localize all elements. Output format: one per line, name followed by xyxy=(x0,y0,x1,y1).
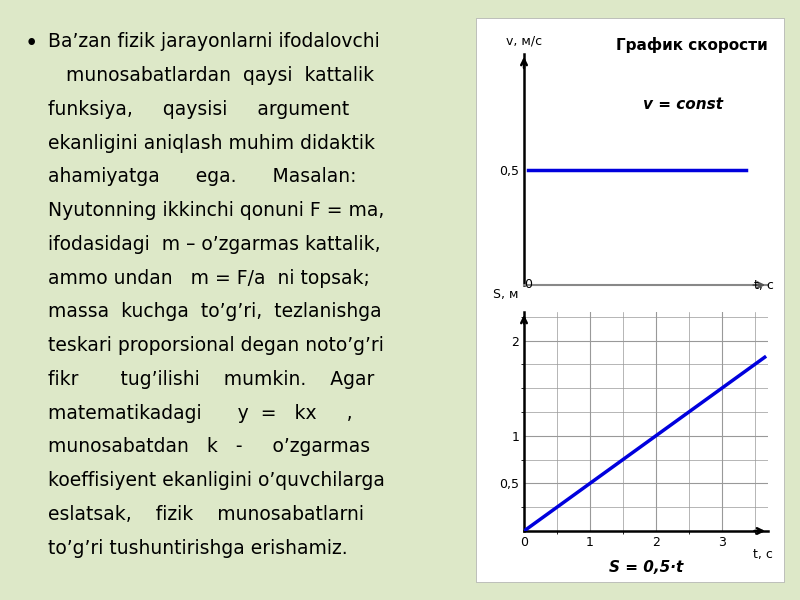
Text: to’g’ri tushuntirishga erishamiz.: to’g’ri tushuntirishga erishamiz. xyxy=(48,539,347,558)
Text: ahamiyatga      ega.      Masalan:: ahamiyatga ega. Masalan: xyxy=(48,167,356,187)
Text: munosabatlardan  qaysi  kattalik: munosabatlardan qaysi kattalik xyxy=(48,66,374,85)
Text: eslatsak,    fizik    munosabatlarni: eslatsak, fizik munosabatlarni xyxy=(48,505,364,524)
Text: v = const: v = const xyxy=(642,97,722,112)
Text: Ba’zan fizik jarayonlarni ifodalovchi: Ba’zan fizik jarayonlarni ifodalovchi xyxy=(48,32,379,52)
Text: t, c: t, c xyxy=(754,278,774,292)
Text: График скорости: График скорости xyxy=(616,37,768,53)
Text: S = 0,5·t: S = 0,5·t xyxy=(609,559,683,575)
Text: t, c: t, c xyxy=(753,548,773,561)
Text: massa  kuchga  to’g’ri,  tezlanishga: massa kuchga to’g’ri, tezlanishga xyxy=(48,302,382,322)
Text: S, м: S, м xyxy=(493,287,518,301)
Text: ammo undan   m = F/a  ni topsak;: ammo undan m = F/a ni topsak; xyxy=(48,269,370,287)
Text: koeffisiyent ekanligini o’quvchilarga: koeffisiyent ekanligini o’quvchilarga xyxy=(48,471,385,490)
Text: Nyutonning ikkinchi qonuni F = ma,: Nyutonning ikkinchi qonuni F = ma, xyxy=(48,201,384,220)
Text: •: • xyxy=(25,32,38,55)
Text: fikr       tug’ilishi    mumkin.    Agar: fikr tug’ilishi mumkin. Agar xyxy=(48,370,374,389)
Text: funksiya,     qaysisi     argument: funksiya, qaysisi argument xyxy=(48,100,349,119)
Text: teskari proporsional degan noto’g’ri: teskari proporsional degan noto’g’ri xyxy=(48,336,383,355)
Text: matematikadagi      y  =   kx     ,: matematikadagi y = kx , xyxy=(48,404,352,422)
Text: 0: 0 xyxy=(524,278,532,292)
Text: ifodasidagi  m – o’zgarmas kattalik,: ifodasidagi m – o’zgarmas kattalik, xyxy=(48,235,380,254)
Text: v, м/c: v, м/c xyxy=(506,35,542,48)
Text: munosabatdan   k   -     o’zgarmas: munosabatdan k - o’zgarmas xyxy=(48,437,370,457)
Text: ekanligini aniqlash muhim didaktik: ekanligini aniqlash muhim didaktik xyxy=(48,134,374,152)
